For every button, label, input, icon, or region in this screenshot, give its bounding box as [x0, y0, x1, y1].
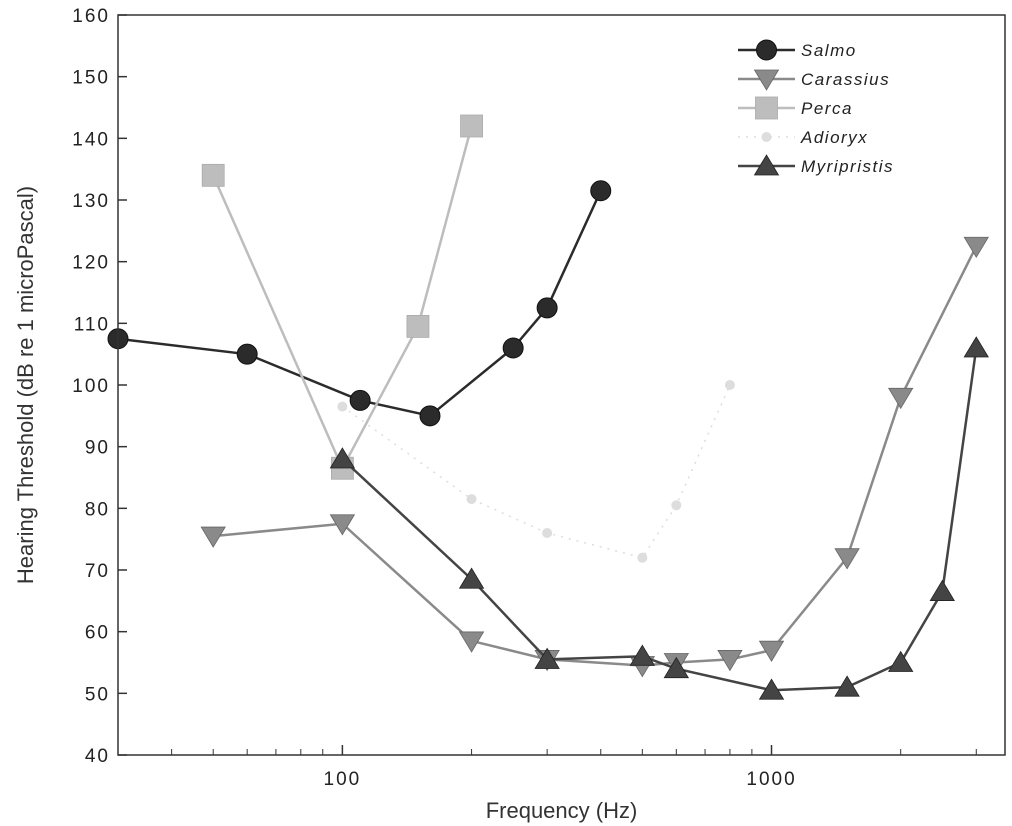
data-point: [637, 552, 648, 563]
y-axis-title: Hearing Threshold (dB re 1 microPascal): [13, 186, 38, 584]
legend: Salmo Carassius Perca Adioryx Myripristis: [738, 39, 894, 176]
data-point: [236, 343, 258, 365]
y-tick-label: 60: [85, 623, 110, 644]
series-line: [212, 125, 473, 472]
data-point: [758, 678, 785, 700]
y-tick-label: 100: [72, 376, 110, 397]
data-point: [929, 579, 955, 601]
axes: 40 50 60 70 80 90 100 110 120 130 140 150 160 100 1000…: [13, 6, 1006, 823]
series-line: [341, 384, 731, 559]
data-point: [466, 494, 477, 505]
series-myripristis: [329, 336, 989, 700]
data-point: [337, 401, 348, 412]
x-tick-label: 1000: [746, 769, 796, 790]
data-point: [536, 297, 558, 319]
legend-label: Myripristis: [801, 157, 894, 176]
series-perca: [201, 114, 483, 480]
y-tick-label: 130: [72, 191, 110, 212]
legend-marker: [761, 132, 772, 142]
y-tick-label: 50: [85, 684, 110, 705]
legend-entry-perca: Perca: [738, 96, 853, 120]
data-point: [502, 337, 524, 359]
data-point: [329, 514, 356, 536]
y-tick-label: 120: [72, 253, 110, 274]
data-point: [671, 500, 682, 511]
legend-label: Carassius: [801, 70, 890, 89]
x-tick-label: 100: [324, 769, 362, 790]
plot-area: [107, 114, 989, 700]
series-carassius: [200, 236, 989, 678]
data-point: [663, 656, 690, 679]
data-point: [590, 180, 612, 202]
y-tick-label: 140: [72, 129, 110, 150]
data-point: [458, 631, 485, 653]
data-point: [329, 447, 356, 469]
y-tick-label: 70: [85, 561, 110, 582]
legend-marker: [755, 96, 778, 120]
data-point: [717, 650, 743, 672]
legend-label: Salmo: [801, 41, 857, 60]
y-tick-label: 40: [85, 746, 110, 767]
data-point: [963, 236, 989, 259]
y-tick-label: 90: [85, 438, 110, 459]
y-tick-label: 150: [72, 68, 110, 89]
legend-entry-myripristis: Myripristis: [738, 154, 894, 176]
data-point: [834, 548, 860, 570]
plot-frame: [117, 14, 1006, 756]
data-point: [534, 647, 560, 669]
data-point: [887, 650, 914, 672]
legend-label: Adioryx: [800, 128, 868, 147]
data-point: [458, 567, 485, 589]
data-point: [419, 405, 441, 427]
data-point: [758, 640, 785, 662]
data-point: [724, 380, 735, 390]
legend-marker: [753, 69, 780, 91]
data-point: [963, 336, 989, 358]
data-point: [542, 528, 553, 538]
legend-label: Perca: [801, 99, 853, 118]
data-point: [406, 315, 430, 338]
data-point: [887, 387, 914, 410]
x-axis-title: Frequency (Hz): [486, 798, 638, 823]
series-salmo: [107, 180, 612, 427]
series-adioryx: [337, 380, 735, 563]
legend-marker: [753, 154, 780, 176]
y-tick-label: 110: [74, 314, 110, 335]
series-line: [117, 190, 602, 418]
series-line: [213, 245, 978, 667]
data-point: [201, 163, 225, 187]
data-point: [629, 644, 656, 666]
data-point: [200, 526, 226, 548]
y-tick-label: 160: [72, 6, 110, 27]
series-line: [341, 347, 978, 692]
legend-entry-adioryx: Adioryx: [738, 128, 868, 147]
legend-entry-carassius: Carassius: [738, 69, 890, 91]
y-tick-label: 80: [85, 499, 110, 520]
legend-entry-salmo: Salmo: [738, 39, 857, 61]
data-point: [834, 675, 860, 697]
data-point: [460, 114, 483, 138]
legend-marker: [756, 39, 777, 61]
data-point: [349, 389, 371, 411]
